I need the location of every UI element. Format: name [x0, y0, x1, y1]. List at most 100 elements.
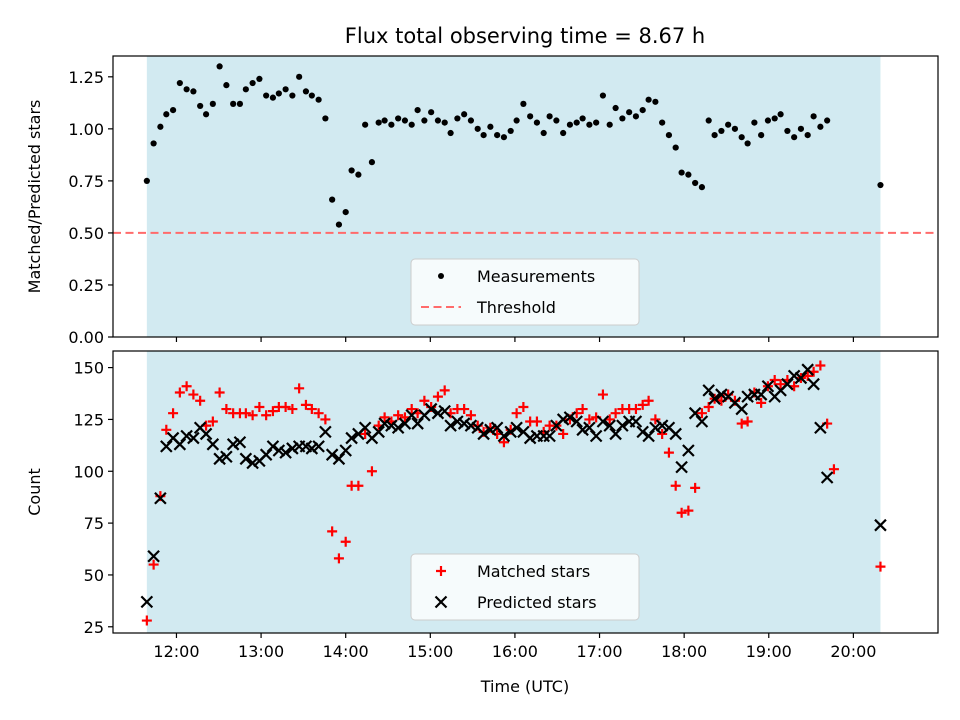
predicted-star-point: [339, 444, 352, 457]
measurement-point: [441, 119, 448, 126]
measurement-point: [242, 86, 249, 93]
matched-star-point: [439, 385, 450, 396]
predicted-star-point: [629, 415, 643, 428]
predicted-star-point: [319, 425, 332, 439]
legend: Matched stars Predicted stars: [410, 553, 640, 621]
measurement-point: [322, 115, 329, 122]
matched-star-point: [676, 507, 687, 518]
matched-star-point: [207, 416, 218, 427]
measurement-point: [705, 117, 712, 124]
measurement-point: [533, 119, 541, 126]
legend: Measurements Threshold: [410, 258, 640, 326]
matched-star-point: [736, 418, 747, 429]
measurement-point: [738, 134, 745, 141]
predicted-star-point: [695, 415, 709, 428]
measurement-point: [454, 115, 461, 122]
measurement-point: [355, 171, 362, 178]
predicted-star-point: [233, 435, 247, 449]
ratio-panel: 0.00 0.25 0.50 0.75 1.00 1.25 Matched/Predicte…: [25, 55, 939, 347]
predicted-star-point: [504, 425, 517, 439]
measurement-point: [256, 75, 263, 82]
y-tick-label: 100: [73, 462, 104, 481]
matched-star-point: [406, 404, 417, 415]
predicted-star-point: [266, 440, 280, 453]
measurement-point: [692, 179, 699, 187]
matched-star-point: [511, 408, 522, 419]
y-tick-label: 75: [84, 514, 104, 533]
matched-star-point: [663, 447, 674, 458]
axes-frame: [112, 55, 939, 338]
matched-star-point: [610, 408, 621, 419]
predicted-star-point: [636, 425, 649, 439]
matched-star-point: [597, 389, 608, 400]
matched-star-point: [498, 437, 509, 448]
measurement-point: [560, 129, 567, 137]
measurement-point: [797, 125, 805, 132]
measurement-point: [500, 134, 508, 141]
matched-star-point: [637, 399, 648, 410]
predicted-star-point: [199, 427, 213, 441]
x-tick-label: 19:00: [746, 642, 792, 661]
matched-star-point: [168, 408, 179, 419]
predicted-star-point: [220, 450, 233, 464]
matched-star-point: [148, 559, 159, 570]
predicted-star-point: [345, 431, 358, 445]
measurement-point: [626, 109, 633, 116]
measurement-point: [612, 104, 619, 112]
matched-star-point: [174, 387, 185, 398]
measurement-point: [877, 181, 884, 189]
measurement-point: [606, 121, 613, 128]
matched-star-point: [696, 408, 707, 419]
matched-star-point: [214, 387, 225, 398]
measurement-point: [672, 144, 679, 151]
measurement-point: [296, 73, 303, 80]
measurement-point: [230, 100, 237, 107]
predicted-star-point: [444, 419, 457, 432]
y-tick-label: 125: [73, 410, 104, 429]
predicted-star-point: [477, 427, 490, 441]
measurement-point: [236, 100, 244, 107]
matched-star-point: [240, 408, 251, 419]
matched-star-point: [353, 480, 364, 491]
measurement-point: [480, 131, 487, 139]
y-tick-label: 1.25: [68, 68, 104, 87]
measurement-point: [269, 94, 277, 101]
predicted-star-point: [807, 377, 820, 391]
predicted-star-point: [325, 448, 339, 461]
matched-star-point: [670, 480, 681, 491]
legend-measurements-marker: [438, 273, 444, 279]
measurement-point: [249, 79, 256, 87]
predicted-star-point: [154, 491, 167, 505]
matched-star-point: [181, 381, 192, 392]
measurement-point: [223, 82, 230, 89]
measurement-point: [573, 119, 580, 126]
measurement-point: [368, 159, 376, 166]
predicted-star-point: [669, 427, 682, 441]
y-tick-label: 0.25: [68, 276, 104, 295]
count-panel: 25 50 75 100 125 150 12:00 13:00 14:00 15:00 16:00…: [25, 350, 939, 661]
matched-star-point: [775, 379, 786, 390]
predicted-star-point: [735, 402, 748, 416]
measurement-point: [209, 100, 216, 107]
measurement-point: [408, 121, 415, 128]
matched-star-point: [643, 395, 654, 406]
measurement-point: [744, 140, 751, 147]
measurement-point: [758, 131, 765, 139]
measurement-point: [447, 129, 454, 137]
matched-star-point: [459, 404, 470, 415]
measurement-point: [375, 119, 382, 126]
legend-label: Measurements: [477, 267, 595, 286]
matched-star-point: [531, 416, 542, 427]
predicted-star-point: [424, 402, 438, 416]
predicted-star-point: [589, 429, 603, 443]
matched-star-point: [650, 414, 661, 425]
measurement-point: [190, 88, 197, 95]
x-tick-label: 16:00: [492, 642, 538, 661]
measurement-point: [414, 107, 421, 114]
chart-title: Flux total observing time = 8.67 h: [345, 24, 705, 48]
predicted-star-point: [497, 429, 511, 443]
measurement-point: [421, 117, 428, 124]
y-axis-label: Count: [25, 468, 44, 516]
y-tick-label: 1.00: [68, 120, 104, 139]
